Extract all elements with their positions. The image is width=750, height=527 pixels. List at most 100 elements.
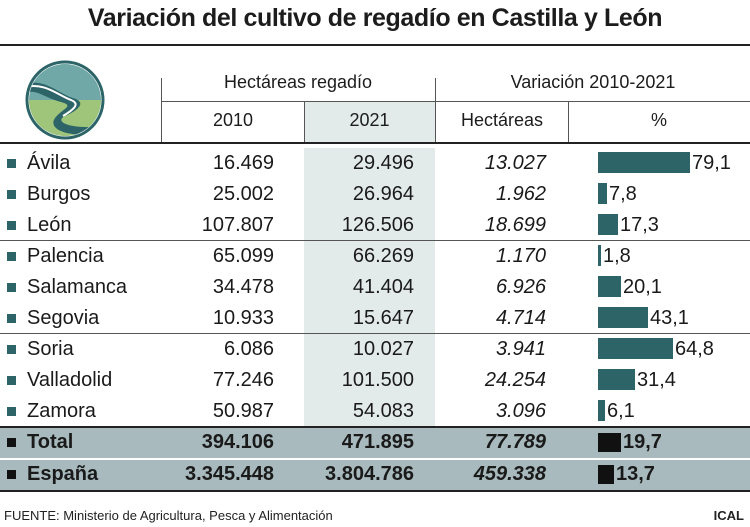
row-bullet-icon <box>7 314 16 323</box>
table-row: Valladolid 77.246 101.500 24.254 31,4 <box>0 365 750 396</box>
group-divider <box>0 240 750 241</box>
percent-label: 79,1 <box>692 152 731 174</box>
cell-hectareas: 6.926 <box>495 276 546 298</box>
source-note: FUENTE: Ministerio de Agricultura, Pesca… <box>4 508 333 523</box>
row-bullet-icon <box>7 283 16 292</box>
percent-bar <box>598 183 607 204</box>
col-2021-highlight <box>304 241 435 272</box>
percent-bar <box>598 307 648 328</box>
row-name: Valladolid <box>27 369 113 391</box>
title-rule <box>0 44 750 46</box>
percent-bar <box>598 152 690 173</box>
cell-hectareas: 24.254 <box>484 369 546 391</box>
cell-2021: 471.895 <box>341 431 414 453</box>
percent-label: 20,1 <box>623 276 662 298</box>
col-2021-highlight <box>304 396 435 427</box>
credit-label: ICAL <box>713 508 744 523</box>
row-name: Zamora <box>27 400 96 422</box>
cell-hectareas: 77.789 <box>484 431 546 453</box>
col-2021-highlight <box>304 334 435 365</box>
cell-2021: 3.804.786 <box>325 463 414 485</box>
col-2021-header-bg <box>304 102 435 142</box>
table-row: Total 394.106 471.895 77.789 19,7 <box>0 427 750 458</box>
row-name: Total <box>27 431 74 453</box>
percent-label: 7,8 <box>609 183 637 205</box>
cell-2010: 77.246 <box>212 369 274 391</box>
col-2021-highlight <box>304 210 435 241</box>
cell-2010: 6.086 <box>223 338 274 360</box>
table-row: Segovia 10.933 15.647 4.714 43,1 <box>0 303 750 334</box>
table-row: España 3.345.448 3.804.786 459.338 13,7 <box>0 459 750 490</box>
cell-2021: 10.027 <box>352 338 414 360</box>
header-2021: 2021 <box>349 110 390 130</box>
row-name: Salamanca <box>27 276 128 298</box>
table-row: León 107.807 126.506 18.699 17,3 <box>0 210 750 241</box>
row-bullet-icon <box>7 470 16 479</box>
cell-2021: 101.500 <box>341 369 414 391</box>
summary-divider <box>0 426 750 428</box>
row-name: Palencia <box>27 245 104 267</box>
cell-2021: 54.083 <box>352 400 414 422</box>
col-2021-highlight <box>304 272 435 303</box>
percent-bar <box>598 433 621 452</box>
header-percent: % <box>650 110 667 130</box>
cell-hectareas: 459.338 <box>473 463 546 485</box>
table-bottom-rule <box>0 490 750 492</box>
table-row: Ávila 16.469 29.496 13.027 79,1 <box>0 148 750 179</box>
percent-bar <box>598 465 614 484</box>
table-row: Zamora 50.987 54.083 3.096 6,1 <box>0 396 750 427</box>
row-bullet-icon <box>7 252 16 261</box>
cell-2010: 3.345.448 <box>185 463 274 485</box>
cell-2021: 15.647 <box>352 307 414 329</box>
percent-label: 31,4 <box>637 369 676 391</box>
cell-2021: 126.506 <box>341 214 414 236</box>
cell-2010: 25.002 <box>212 183 274 205</box>
header-2010: 2010 <box>212 110 254 130</box>
divider-col4 <box>568 102 569 142</box>
cell-2021: 66.269 <box>352 245 414 267</box>
cell-hectareas: 13.027 <box>484 152 546 174</box>
river-logo-icon <box>25 60 105 140</box>
cell-hectareas: 1.170 <box>495 245 546 267</box>
col-2021-highlight <box>304 179 435 210</box>
percent-bar <box>598 369 635 390</box>
cell-2010: 65.099 <box>212 245 274 267</box>
cell-2010: 50.987 <box>212 400 274 422</box>
header-group-divider <box>162 101 750 102</box>
row-name: Soria <box>27 338 74 360</box>
table-row: Soria 6.086 10.027 3.941 64,8 <box>0 334 750 365</box>
percent-label: 1,8 <box>603 245 631 267</box>
cell-2021: 41.404 <box>352 276 414 298</box>
percent-bar <box>598 214 618 235</box>
percent-label: 13,7 <box>616 463 655 485</box>
chart-title: Variación del cultivo de regadío en Cast… <box>87 4 663 32</box>
table-row: Burgos 25.002 26.964 1.962 7,8 <box>0 179 750 210</box>
percent-label: 6,1 <box>607 400 635 422</box>
table-row: Salamanca 34.478 41.404 6.926 20,1 <box>0 272 750 303</box>
row-name: Ávila <box>27 152 71 174</box>
cell-2010: 34.478 <box>212 276 274 298</box>
header-variacion: Variación 2010-2021 <box>510 72 676 92</box>
group-divider <box>0 333 750 334</box>
divider-col1 <box>161 78 162 142</box>
row-bullet-icon <box>7 376 16 385</box>
cell-2010: 16.469 <box>212 152 274 174</box>
percent-label: 19,7 <box>623 431 662 453</box>
row-bullet-icon <box>7 407 16 416</box>
cell-hectareas: 18.699 <box>484 214 546 236</box>
col-2021-highlight <box>304 365 435 396</box>
cell-hectareas: 1.962 <box>495 183 546 205</box>
table-row: Palencia 65.099 66.269 1.170 1,8 <box>0 241 750 272</box>
cell-2010: 394.106 <box>201 431 274 453</box>
divider-col3 <box>435 78 436 142</box>
divider-col2 <box>304 102 305 142</box>
percent-bar <box>598 276 621 297</box>
row-bullet-icon <box>7 221 16 230</box>
col-2021-highlight <box>304 303 435 334</box>
row-bullet-icon <box>7 190 16 199</box>
header-bottom-rule <box>0 142 750 144</box>
row-name: España <box>27 463 99 485</box>
row-bullet-icon <box>7 159 16 168</box>
cell-2010: 10.933 <box>212 307 274 329</box>
percent-label: 43,1 <box>650 307 689 329</box>
